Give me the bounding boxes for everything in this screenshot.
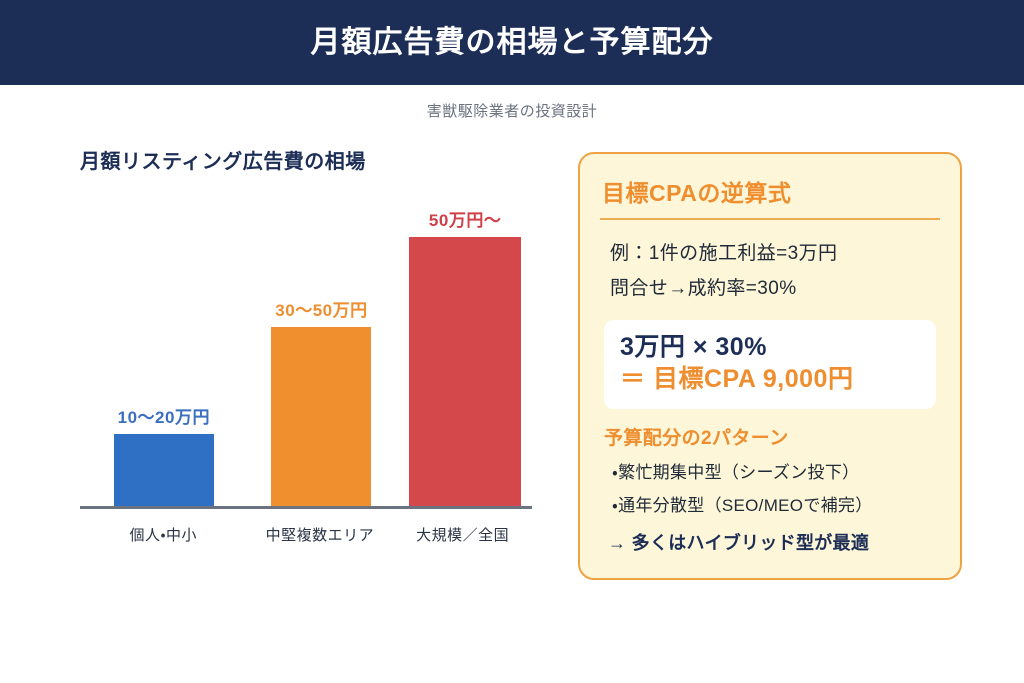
cpa-example-line-0: 例：1件の施工利益=3万円 xyxy=(610,243,838,264)
bar-chart-plot: 10〜20万円 30〜50万円 50万円〜 個人・中小 中堅複数エリア 大規模／… xyxy=(80,200,535,555)
header-band: 月額広告費の相場と予算配分 xyxy=(0,0,1024,85)
bar-rect-2 xyxy=(409,237,522,506)
page-subtitle: 害獣駆除業者の投資設計 xyxy=(426,103,598,120)
allocation-conclusion: → 多くはハイブリッド型が最適 xyxy=(608,532,870,553)
cpa-example-lines: 例：1件の施工利益=3万円 問合せ→成約率=30% xyxy=(600,236,940,306)
allocation-heading: 予算配分の2パターン xyxy=(604,427,789,449)
bar-item-1: 30〜50万円 xyxy=(248,201,396,506)
x-tick-label-2: 大規模／全国 xyxy=(416,527,510,544)
bar-item-2: 50万円〜 xyxy=(395,201,535,506)
x-axis-tick-labels: 個人・中小 中堅複数エリア 大規模／全国 xyxy=(80,524,532,545)
allocation-item-0: ・繁忙期集中型（シーズン投下） xyxy=(612,462,860,482)
cpa-example-line-1: 問合せ→成約率=30% xyxy=(610,278,797,300)
bar-value-label-1: 30〜50万円 xyxy=(275,301,368,320)
bar-value-label-0: 10〜20万円 xyxy=(117,408,210,427)
x-tick-label-1: 中堅複数エリア xyxy=(265,527,375,544)
chart-panel: 月額リスティング広告費の相場 10〜20万円 30〜50万円 50万円〜 個人・… xyxy=(80,145,550,585)
bar-group: 10〜20万円 30〜50万円 50万円〜 xyxy=(80,201,535,506)
bar-rect-0 xyxy=(113,434,214,506)
cpa-formula-line-1: 3万円 × 30% xyxy=(620,333,767,362)
cpa-formula-line-2: ＝ 目標CPA 9,000円 xyxy=(620,364,854,393)
cpa-panel-heading: 目標CPAの逆算式 xyxy=(602,180,792,206)
chart-title: 月額リスティング広告費の相場 xyxy=(80,151,366,173)
cpa-panel-divider xyxy=(600,218,940,220)
x-tick-label-0: 個人・中小 xyxy=(129,527,198,544)
bar-rect-1 xyxy=(271,327,372,506)
allocation-item-1: ・通年分散型（SEO/MEOで補完） xyxy=(612,495,873,515)
page-title: 月額広告費の相場と予算配分 xyxy=(310,25,714,59)
bar-item-0: 10〜20万円 xyxy=(80,201,248,506)
cpa-formula-box: 3万円 × 30% ＝ 目標CPA 9,000円 xyxy=(604,320,936,409)
bar-value-label-2: 50万円〜 xyxy=(428,211,502,230)
x-axis-line xyxy=(80,506,532,509)
cpa-panel: 目標CPAの逆算式 例：1件の施工利益=3万円 問合せ→成約率=30% 3万円 … xyxy=(578,152,962,580)
